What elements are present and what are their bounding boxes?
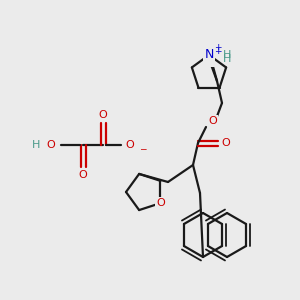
Text: O: O <box>79 170 87 180</box>
Text: +: + <box>214 43 222 52</box>
Text: H: H <box>223 54 231 64</box>
Text: −: − <box>139 145 146 154</box>
Text: O: O <box>99 110 107 120</box>
Text: +: + <box>214 46 222 56</box>
Text: O: O <box>156 198 165 208</box>
Text: O: O <box>222 138 230 148</box>
Text: O: O <box>126 140 134 150</box>
Text: H: H <box>223 50 231 60</box>
Text: O: O <box>46 140 56 150</box>
Text: N: N <box>204 49 214 62</box>
Text: O: O <box>208 116 217 126</box>
Text: N: N <box>204 52 214 65</box>
Text: H: H <box>32 140 40 150</box>
